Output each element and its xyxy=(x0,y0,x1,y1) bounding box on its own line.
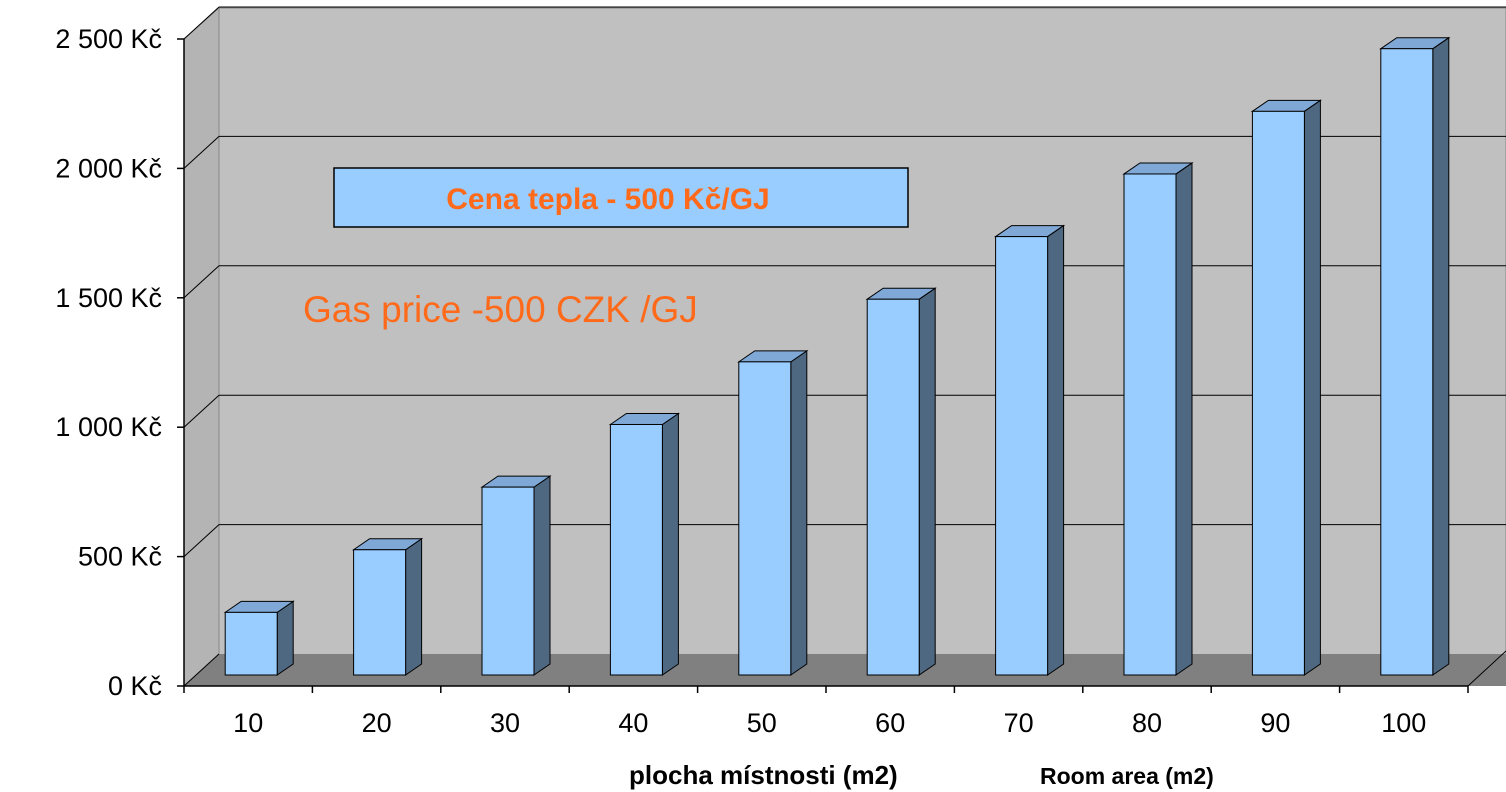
y-tick-label: 500 Kč xyxy=(78,542,162,572)
gridline-side xyxy=(183,6,220,40)
x-axis-title: plocha místnosti (m2) xyxy=(629,760,898,790)
gridline-side xyxy=(183,524,220,557)
bar-side xyxy=(276,600,294,676)
annotation-gas-price: Gas price -500 CZK /GJ xyxy=(303,289,698,330)
floor-edge xyxy=(1467,650,1506,687)
x-tick-labels: 10 20 30 40 50 60 70 80 90 100 xyxy=(233,708,1426,738)
x-tick-label: 10 xyxy=(233,708,263,738)
annotation-box: Cena tepla - 500 Kč/GJ xyxy=(333,167,909,228)
bar-50 xyxy=(737,349,809,676)
annotation-heat-price: Cena tepla - 500 Kč/GJ xyxy=(446,183,769,216)
bar-20 xyxy=(351,537,424,676)
bar-30 xyxy=(480,475,552,676)
bar-front xyxy=(1251,110,1305,676)
bar-side xyxy=(661,412,679,676)
gridline-side xyxy=(183,136,220,169)
bar-side xyxy=(1047,224,1065,676)
bar-90 xyxy=(1250,99,1323,676)
bar-side xyxy=(1175,162,1193,676)
x-tick-label: 80 xyxy=(1132,708,1162,738)
bar-80 xyxy=(1122,162,1194,676)
y-tick-labels: 0 Kč 500 Kč 1 000 Kč 1 500 Kč 2 000 Kč 2 500 … xyxy=(55,24,162,701)
bar-40 xyxy=(608,412,681,676)
x-tick-label: 20 xyxy=(362,708,392,738)
y-tick-label: 2 000 Kč xyxy=(55,153,162,183)
bar-side xyxy=(1303,99,1321,676)
y-tick-label: 1 000 Kč xyxy=(55,412,162,442)
x-tick-label: 50 xyxy=(747,708,777,738)
bar-front xyxy=(224,611,278,676)
x-tick-label: 70 xyxy=(1004,708,1034,738)
bar-side xyxy=(405,537,423,676)
y-tick-label: 1 500 Kč xyxy=(55,283,162,313)
bar-side xyxy=(1432,36,1450,676)
bar-70 xyxy=(993,224,1066,676)
gridline-side xyxy=(183,265,220,299)
bar-side xyxy=(533,475,551,676)
bar-front xyxy=(866,298,920,676)
bar-60 xyxy=(865,287,937,676)
left-side-wall xyxy=(183,6,220,688)
bar-front xyxy=(738,361,792,676)
x-tick-label: 40 xyxy=(618,708,648,738)
bar-front xyxy=(1123,173,1177,676)
bar-100 xyxy=(1379,36,1451,676)
y-tick-label: 0 Kč xyxy=(108,671,162,701)
gridline-side xyxy=(183,394,220,428)
annotation-box-frame xyxy=(333,167,909,228)
x-tick-label: 30 xyxy=(490,708,520,738)
y-tick-label: 2 500 Kč xyxy=(55,24,162,54)
bar-front xyxy=(995,236,1049,676)
gridline-side xyxy=(183,653,220,687)
bar-side xyxy=(790,349,808,676)
x-tick-label: 60 xyxy=(875,708,905,738)
axes xyxy=(177,38,1506,693)
bars xyxy=(223,36,1451,676)
bar-front xyxy=(1380,48,1434,676)
x-tick-label: 90 xyxy=(1260,708,1290,738)
bar-side xyxy=(918,287,936,676)
bar-10 xyxy=(223,600,295,676)
x-tick-label: 100 xyxy=(1381,708,1426,738)
bar-front xyxy=(481,486,535,676)
bar-front xyxy=(609,423,663,676)
x-axis-title-english: Room area (m2) xyxy=(1040,763,1214,789)
bar-front xyxy=(353,549,407,676)
